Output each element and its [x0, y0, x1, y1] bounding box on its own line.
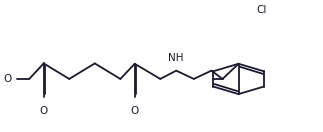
Text: Cl: Cl — [256, 5, 266, 15]
Text: O: O — [130, 106, 139, 116]
Text: NH: NH — [168, 53, 183, 63]
Text: O: O — [4, 74, 12, 84]
Text: O: O — [39, 106, 48, 116]
